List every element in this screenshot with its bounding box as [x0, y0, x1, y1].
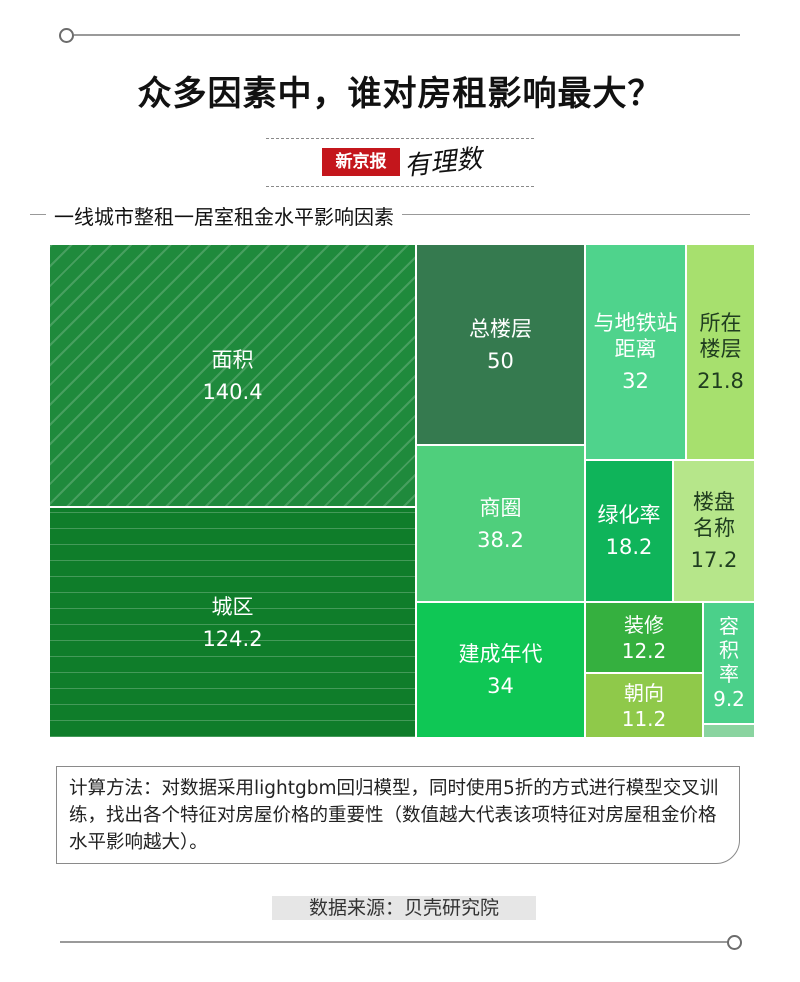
treemap-cell-value: 38.2 — [477, 527, 524, 552]
treemap-cell-value: 9.2 — [713, 687, 745, 711]
top-rule-knob — [59, 28, 74, 43]
treemap-cell-label: 城区 — [211, 594, 254, 619]
treemap-cell: 绿化率 18.2 — [585, 460, 673, 602]
treemap-cell: 容积率 9.2 — [703, 602, 755, 724]
treemap-cell-value: 32 — [622, 369, 649, 393]
treemap-cell-value: 18.2 — [605, 535, 653, 559]
brand-column: 有理数 — [402, 143, 484, 182]
treemap-cell-value: 124.2 — [202, 626, 263, 651]
treemap-cell: 楼盘 名称 17.2 — [673, 460, 755, 602]
bottom-rule — [60, 941, 732, 943]
bottom-rule-knob — [727, 935, 742, 950]
treemap-cell: 与地铁站 距离 32 — [585, 244, 686, 460]
treemap-cell — [703, 724, 755, 738]
treemap-cell: 装修 12.2 — [585, 602, 703, 673]
treemap-cell-label: 建成年代 — [458, 642, 543, 666]
treemap-cell-value: 17.2 — [690, 548, 738, 572]
treemap-cell: 城区 124.2 — [49, 507, 416, 738]
page-title: 众多因素中，谁对房租影响最大？ — [137, 74, 663, 114]
brand-dash-top — [266, 138, 534, 139]
treemap-cell-value: 21.8 — [697, 369, 744, 393]
treemap-cell-value: 12.2 — [621, 638, 667, 663]
treemap-cell-label: 绿化率 — [597, 503, 661, 527]
brand-logo: 新京报 — [322, 148, 400, 176]
treemap-cell: 所在 楼层 21.8 — [686, 244, 755, 460]
treemap-cell-label: 所在 楼层 — [699, 311, 742, 361]
data-source: 数据来源：贝壳研究院 — [272, 896, 536, 920]
treemap-cell-value: 140.4 — [202, 379, 263, 404]
treemap-cell-label: 商圈 — [479, 495, 522, 520]
chart-subtitle: 一线城市整租一居室租金水平影响因素 — [46, 201, 402, 230]
treemap-chart: 面积 140.4 城区 124.2 总楼层 50 商圈 38.2 建成年代 34 与地铁站 距离 32 所… — [49, 244, 755, 738]
treemap-cell-label: 与地铁站 距离 — [593, 311, 678, 361]
treemap-cell: 商圈 38.2 — [416, 445, 585, 602]
treemap-cell-label: 装修 — [624, 612, 664, 637]
treemap-cell-value: 11.2 — [621, 706, 667, 731]
treemap-cell-value: 50 — [487, 348, 514, 373]
treemap-cell-label: 朝向 — [624, 680, 664, 705]
treemap-cell-label: 总楼层 — [469, 316, 532, 341]
treemap-cell-label: 楼盘 名称 — [693, 490, 735, 540]
top-rule — [74, 34, 740, 36]
treemap-cell: 建成年代 34 — [416, 602, 585, 738]
treemap-cell: 面积 140.4 — [49, 244, 416, 507]
treemap-cell-value: 34 — [487, 674, 514, 698]
method-note: 计算方法：对数据采用lightgbm回归模型，同时使用5折的方式进行模型交叉训练… — [56, 766, 740, 864]
treemap-cell: 朝向 11.2 — [585, 673, 703, 738]
treemap-cell-label: 面积 — [211, 347, 254, 372]
brand-dash-bottom — [266, 186, 534, 187]
treemap-cell-label: 容积率 — [719, 614, 739, 686]
treemap-cell: 总楼层 50 — [416, 244, 585, 445]
